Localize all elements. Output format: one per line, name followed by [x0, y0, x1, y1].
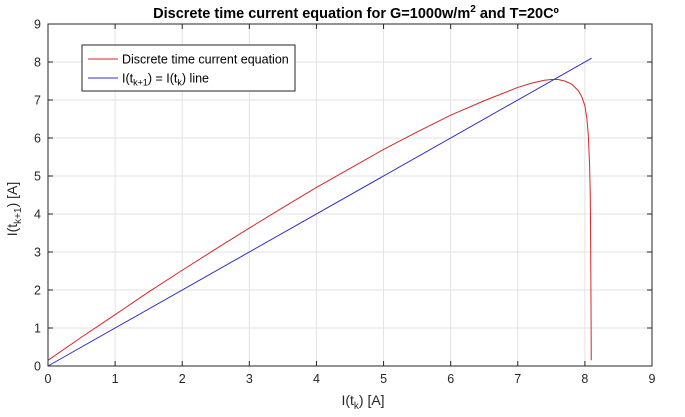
legend-box — [81, 44, 296, 92]
legend-identity-sub2: k — [177, 78, 182, 88]
axes — [47, 23, 653, 367]
x-axis-label-base: I(t — [341, 392, 354, 408]
axes-box — [47, 23, 653, 367]
legend: Discrete time current equation I(tk+1) =… — [81, 44, 296, 92]
x-tick-label: 5 — [380, 372, 387, 386]
current-equation-line — [47, 78, 592, 361]
x-tick-label: 4 — [313, 372, 320, 386]
y-axis-label: I(tk+1) [A] — [4, 182, 24, 237]
y-tick-label: 3 — [34, 246, 41, 260]
legend-identity-base: I(t — [122, 72, 134, 86]
tick-labels: 0 1 2 3 4 5 6 7 8 9 0 1 2 3 4 5 6 7 8 9 — [34, 18, 655, 387]
x-tick-label: 7 — [514, 372, 521, 386]
grid-lines — [48, 24, 652, 366]
legend-identity-end: ) line — [182, 72, 209, 86]
y-tick-label: 5 — [34, 170, 41, 184]
y-axis-label-base: I(t — [4, 224, 20, 237]
y-tick-label: 4 — [34, 208, 41, 222]
x-axis-label-end: ) [A] — [359, 392, 385, 408]
legend-label-identity: I(tk+1) = I(tk) line — [122, 72, 209, 88]
x-tick-label: 9 — [649, 372, 656, 386]
y-tick-label: 7 — [34, 94, 41, 108]
chart-title: Discrete time current equation for G=100… — [153, 4, 559, 22]
chart-title-superscript: 2 — [470, 4, 476, 15]
x-axis-label: I(tk) [A] — [341, 392, 384, 412]
legend-identity-mid: ) = I(t — [148, 72, 178, 86]
y-tick-label: 1 — [34, 322, 41, 336]
x-tick-label: 6 — [447, 372, 454, 386]
data-series — [47, 57, 592, 367]
x-axis-label-sub: k — [354, 401, 360, 412]
identity-line — [47, 57, 592, 367]
x-tick-label: 3 — [246, 372, 253, 386]
y-axis-label-end: ) [A] — [4, 182, 20, 208]
y-tick-label: 6 — [34, 132, 41, 146]
y-tick-label: 0 — [34, 360, 41, 374]
chart-title-end: and T=20Cº — [476, 6, 560, 22]
x-tick-label: 1 — [112, 372, 119, 386]
y-tick-label: 9 — [34, 18, 41, 32]
legend-label-current: Discrete time current equation — [122, 53, 289, 67]
x-tick-label: 0 — [45, 372, 52, 386]
legend-identity-sub1: k+1 — [133, 78, 148, 88]
x-tick-label: 8 — [581, 372, 588, 386]
chart-title-main: Discrete time current equation for G=100… — [153, 6, 470, 22]
x-tick-label: 2 — [179, 372, 186, 386]
y-tick-label: 8 — [34, 56, 41, 70]
y-axis-label-sub: k+1 — [13, 207, 24, 224]
y-tick-label: 2 — [34, 284, 41, 298]
